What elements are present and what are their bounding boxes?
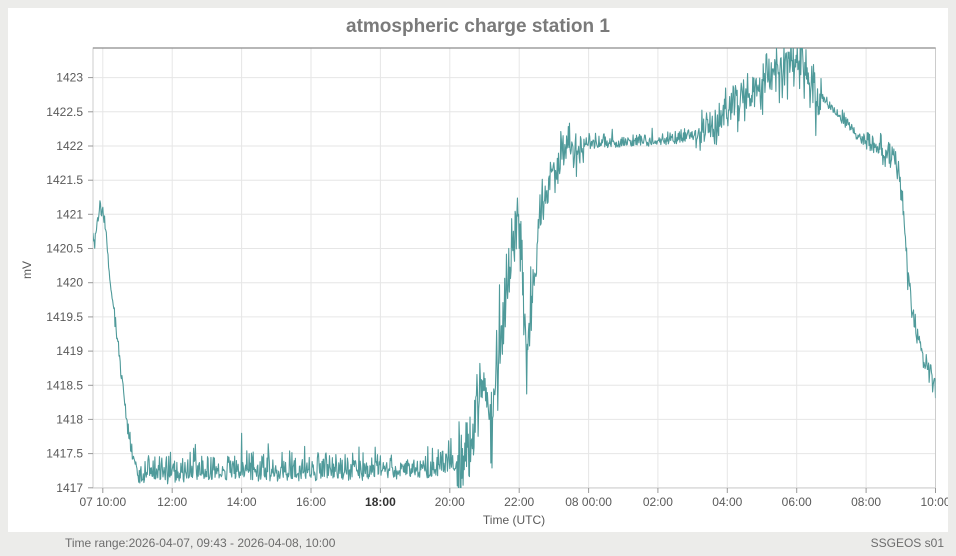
svg-text:1422: 1422 — [56, 139, 83, 153]
svg-text:1421.5: 1421.5 — [46, 173, 83, 187]
svg-text:1419: 1419 — [56, 344, 83, 358]
svg-text:14:00: 14:00 — [227, 495, 257, 509]
svg-text:08:00: 08:00 — [851, 495, 881, 509]
svg-text:12:00: 12:00 — [157, 495, 187, 509]
svg-text:1417.5: 1417.5 — [46, 447, 83, 461]
svg-text:mV: mV — [20, 261, 34, 279]
svg-text:02:00: 02:00 — [643, 495, 673, 509]
svg-text:10:00: 10:00 — [920, 495, 948, 509]
svg-text:1423: 1423 — [56, 71, 83, 85]
svg-text:1420.5: 1420.5 — [46, 242, 83, 256]
svg-text:1421: 1421 — [56, 207, 83, 221]
svg-text:04:00: 04:00 — [712, 495, 742, 509]
svg-text:06:00: 06:00 — [782, 495, 812, 509]
svg-text:20:00: 20:00 — [435, 495, 465, 509]
svg-text:1420: 1420 — [56, 276, 83, 290]
svg-text:07 10:00: 07 10:00 — [79, 495, 126, 509]
svg-text:1418.5: 1418.5 — [46, 378, 83, 392]
svg-text:Time (UTC): Time (UTC) — [483, 513, 545, 527]
svg-text:1422.5: 1422.5 — [46, 105, 83, 119]
svg-text:22:00: 22:00 — [504, 495, 534, 509]
svg-text:1417: 1417 — [56, 481, 83, 495]
svg-text:18:00: 18:00 — [365, 495, 396, 509]
svg-text:16:00: 16:00 — [296, 495, 326, 509]
svg-text:1418: 1418 — [56, 412, 83, 426]
svg-text:1419.5: 1419.5 — [46, 310, 83, 324]
svg-text:08 00:00: 08 00:00 — [565, 495, 612, 509]
